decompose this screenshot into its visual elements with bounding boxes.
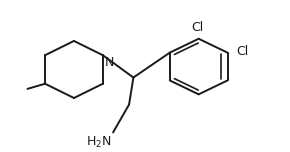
Text: N: N bbox=[104, 56, 114, 69]
Text: H$_2$N: H$_2$N bbox=[86, 135, 112, 150]
Text: Cl: Cl bbox=[191, 21, 203, 34]
Text: Cl: Cl bbox=[236, 45, 249, 58]
